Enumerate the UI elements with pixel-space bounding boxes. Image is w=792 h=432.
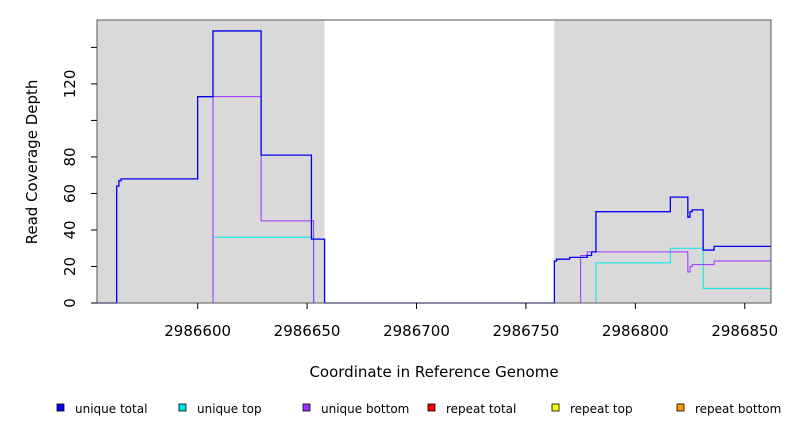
y-tick-label: 120 [61, 70, 79, 99]
legend-swatch [551, 403, 560, 412]
y-tick-label: 80 [61, 147, 79, 166]
y-tick-label: 20 [61, 257, 79, 276]
legend-entry: repeat top [551, 402, 633, 416]
x-tick-label: 2986750 [493, 322, 560, 340]
x-tick-label: 2986800 [602, 322, 669, 340]
plot-background [97, 20, 771, 303]
legend-swatch [56, 403, 65, 412]
legend-label: unique bottom [321, 402, 409, 416]
y-tick-label: 40 [61, 220, 79, 239]
legend-label: unique total [75, 402, 147, 416]
x-tick-label: 2986650 [274, 322, 341, 340]
legend-label: unique top [197, 402, 262, 416]
legend-swatch [676, 403, 685, 412]
legend-entry: unique bottom [302, 402, 409, 416]
shaded-region-0 [97, 20, 325, 303]
legend-swatch [427, 403, 436, 412]
x-axis-label: Coordinate in Reference Genome [309, 363, 558, 381]
legend-entry: repeat total [427, 402, 516, 416]
legend: unique total unique top unique bottom repea… [56, 402, 781, 416]
legend-entry: unique top [178, 402, 262, 416]
x-tick-label: 2986700 [383, 322, 450, 340]
x-tick-label: 2986600 [164, 322, 231, 340]
plot-frame [96, 19, 772, 304]
y-tick-label: 0 [61, 298, 79, 308]
series-unique-total [97, 30, 771, 304]
y-axis: 0 20 40 60 80 120 [61, 46, 97, 308]
legend-entry: unique total [56, 402, 147, 416]
x-tick-label: 2986850 [711, 322, 778, 340]
y-tick-label: 60 [61, 184, 79, 203]
legend-swatch [178, 403, 187, 412]
legend-swatch [302, 403, 311, 412]
legend-label: repeat bottom [695, 402, 781, 416]
y-axis-label: Read Coverage Depth [23, 80, 41, 245]
legend-entry: repeat bottom [676, 402, 781, 416]
legend-label: repeat top [570, 402, 633, 416]
x-axis: 2986600 2986650 2986700 2986750 2986800 29868… [164, 303, 778, 340]
legend-label: repeat total [446, 402, 516, 416]
